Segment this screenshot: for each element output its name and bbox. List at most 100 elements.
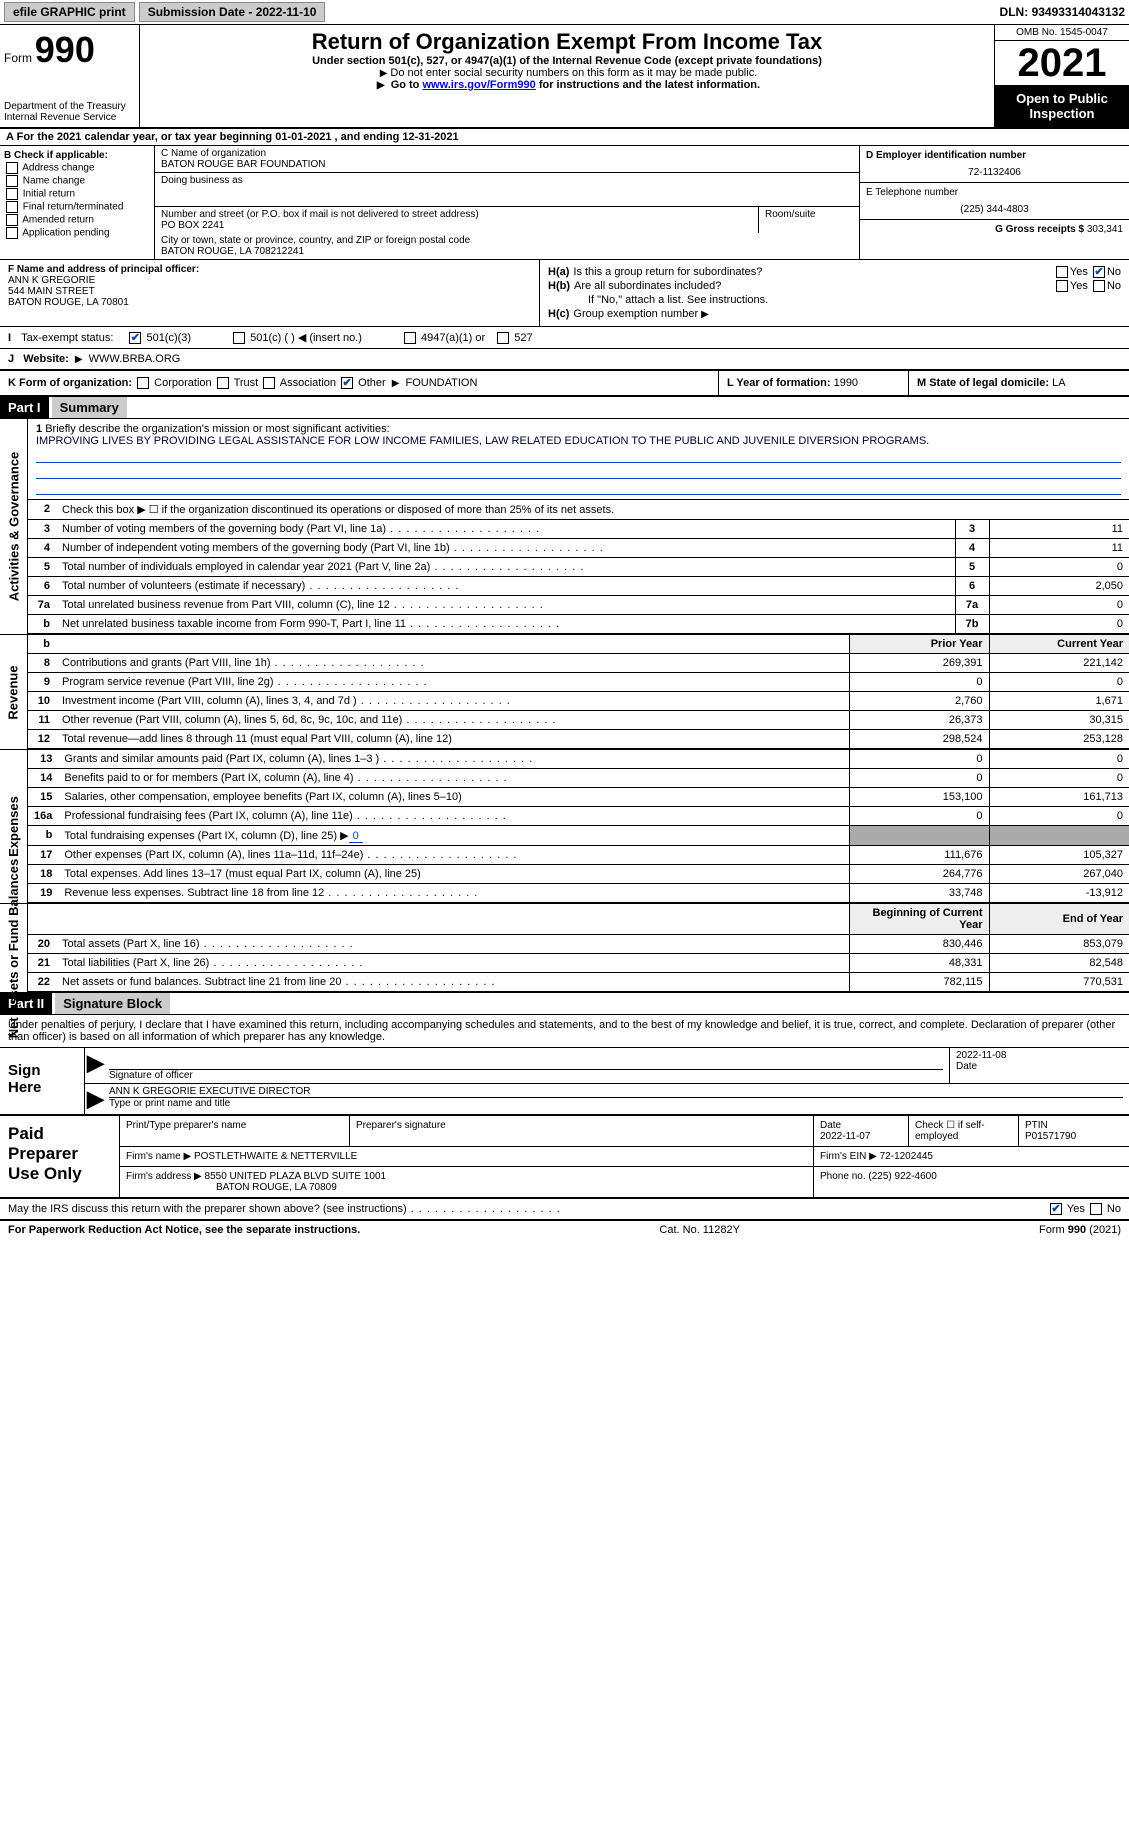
ha-no[interactable] [1093, 266, 1105, 278]
chk-other[interactable] [341, 377, 353, 389]
website-value: WWW.BRBA.ORG [89, 353, 181, 365]
tax-status-label: Tax-exempt status: [21, 332, 113, 344]
arrow-icon: ▶ [85, 1048, 103, 1083]
section-revenue: Revenue bPrior YearCurrent Year 8Contrib… [0, 635, 1129, 750]
org-name-label: C Name of organization [161, 148, 853, 159]
org-name: BATON ROUGE BAR FOUNDATION [161, 159, 853, 170]
section-netassets: Net Assets or Fund Balances Beginning of… [0, 904, 1129, 993]
hb-note: If "No," attach a list. See instructions… [588, 294, 1121, 306]
f-label: F Name and address of principal officer: [8, 264, 531, 275]
part1-num: Part I [0, 397, 49, 418]
k-label: K Form of organization: [8, 377, 132, 389]
ptin-label: PTIN [1025, 1120, 1048, 1131]
chk-501c3[interactable] [129, 332, 141, 344]
ptin-value: P01571790 [1025, 1131, 1076, 1142]
discuss-row: May the IRS discuss this return with the… [0, 1199, 1129, 1221]
table-row: 10Investment income (Part VIII, column (… [28, 692, 1129, 711]
header-left: Form 990 Department of the Treasury Inte… [0, 25, 140, 127]
header-right: OMB No. 1545-0047 2021 Open to Public In… [994, 25, 1129, 127]
side-netassets: Net Assets or Fund Balances [0, 904, 28, 992]
table-row: 15Salaries, other compensation, employee… [28, 788, 1129, 807]
form-word: Form [4, 51, 32, 65]
block-bcd: B Check if applicable: Address change Na… [0, 146, 1129, 260]
chk-namechange[interactable] [6, 175, 18, 187]
header-mid: Return of Organization Exempt From Incom… [140, 25, 994, 127]
officer-city: BATON ROUGE, LA 70801 [8, 297, 531, 308]
prior-year-hdr: Prior Year [849, 635, 989, 654]
firm-phone-label: Phone no. [820, 1171, 866, 1182]
irs-link[interactable]: www.irs.gov/Form990 [422, 79, 535, 91]
footer-left: For Paperwork Reduction Act Notice, see … [8, 1224, 360, 1236]
sig-intro: Under penalties of perjury, I declare th… [0, 1015, 1129, 1048]
dba-label: Doing business as [161, 175, 853, 186]
addr-label: Number and street (or P.O. box if mail i… [161, 209, 752, 220]
chk-assoc[interactable] [263, 377, 275, 389]
firm-addr-label: Firm's address ▶ [126, 1171, 202, 1182]
hb-yes[interactable] [1056, 280, 1068, 292]
hb-no[interactable] [1093, 280, 1105, 292]
table-row: bNet unrelated business taxable income f… [28, 615, 1129, 634]
ein-value: 72-1132406 [866, 167, 1123, 178]
state-domicile: LA [1052, 377, 1065, 389]
j-label: J [8, 353, 14, 365]
efile-btn[interactable]: efile GRAPHIC print [4, 2, 135, 22]
chk-501c[interactable] [233, 332, 245, 344]
row-klm: K Form of organization: Corporation Trus… [0, 371, 1129, 397]
col-k: K Form of organization: Corporation Trus… [0, 371, 719, 395]
preparer-label: Paid Preparer Use Only [0, 1116, 120, 1197]
b-label: B Check if applicable: [4, 150, 150, 161]
table-row: 7aTotal unrelated business revenue from … [28, 596, 1129, 615]
mission-text: IMPROVING LIVES BY PROVIDING LEGAL ASSIS… [36, 435, 929, 447]
tel-label: E Telephone number [866, 187, 1123, 198]
ha-yes[interactable] [1056, 266, 1068, 278]
ha-text: Is this a group return for subordinates? [573, 266, 762, 278]
table-row: 5Total number of individuals employed in… [28, 558, 1129, 577]
public-inspection: Open to Public Inspection [995, 85, 1129, 127]
table-row: 20Total assets (Part X, line 16)830,4468… [28, 935, 1129, 954]
chk-527[interactable] [497, 332, 509, 344]
chk-4947[interactable] [404, 332, 416, 344]
side-activities: Activities & Governance [0, 419, 28, 634]
gross-value: 303,341 [1087, 224, 1123, 235]
chk-initial[interactable] [6, 188, 18, 200]
tax-year: 2021 [995, 41, 1129, 85]
discuss-no[interactable] [1090, 1203, 1102, 1215]
officer-print-name: ANN K GREGORIE EXECUTIVE DIRECTOR [109, 1086, 1123, 1098]
row-i: I Tax-exempt status: 501(c)(3) 501(c) ( … [0, 327, 1129, 349]
sig-date-label: Date [956, 1061, 1123, 1072]
col-m: M State of legal domicile: LA [909, 371, 1129, 395]
discuss-yes[interactable] [1050, 1203, 1062, 1215]
col-b: B Check if applicable: Address change Na… [0, 146, 155, 259]
part2-header: Part II Signature Block [0, 993, 1129, 1015]
page-footer: For Paperwork Reduction Act Notice, see … [0, 1221, 1129, 1239]
website-label: Website: [23, 353, 69, 365]
prep-date: 2022-11-07 [820, 1131, 870, 1142]
hb-text: Are all subordinates included? [574, 280, 721, 292]
end-year-hdr: End of Year [989, 904, 1129, 935]
year-formation: 1990 [834, 377, 858, 389]
fundraising-expenses: 0 [349, 830, 363, 843]
table-row: 3Number of voting members of the governi… [28, 520, 1129, 539]
sign-here-label: Sign Here [0, 1048, 85, 1114]
dln: DLN: 93493314043132 [1000, 5, 1125, 19]
chk-app-pending[interactable] [6, 227, 18, 239]
i-label: I [8, 332, 11, 344]
chk-final[interactable] [6, 201, 18, 213]
chk-address[interactable] [6, 162, 18, 174]
chk-corp[interactable] [137, 377, 149, 389]
city-value: BATON ROUGE, LA 708212241 [161, 246, 853, 257]
table-row: 9Program service revenue (Part VIII, lin… [28, 673, 1129, 692]
table-row: 11Other revenue (Part VIII, column (A), … [28, 711, 1129, 730]
prep-print-label: Print/Type preparer's name [120, 1116, 350, 1146]
dln-value: 93493314043132 [1032, 5, 1125, 19]
submission-btn[interactable]: Submission Date - 2022-11-10 [139, 2, 326, 22]
preparer-block: Paid Preparer Use Only Print/Type prepar… [0, 1116, 1129, 1199]
chk-trust[interactable] [217, 377, 229, 389]
ein-label: D Employer identification number [866, 150, 1123, 161]
table-row: 4Number of independent voting members of… [28, 539, 1129, 558]
firm-phone: (225) 922-4600 [868, 1171, 936, 1182]
irs-label: Internal Revenue Service [4, 112, 135, 123]
k-other-value: FOUNDATION [405, 377, 477, 389]
chk-amended[interactable] [6, 214, 18, 226]
table-row: 17Other expenses (Part IX, column (A), l… [28, 846, 1129, 865]
